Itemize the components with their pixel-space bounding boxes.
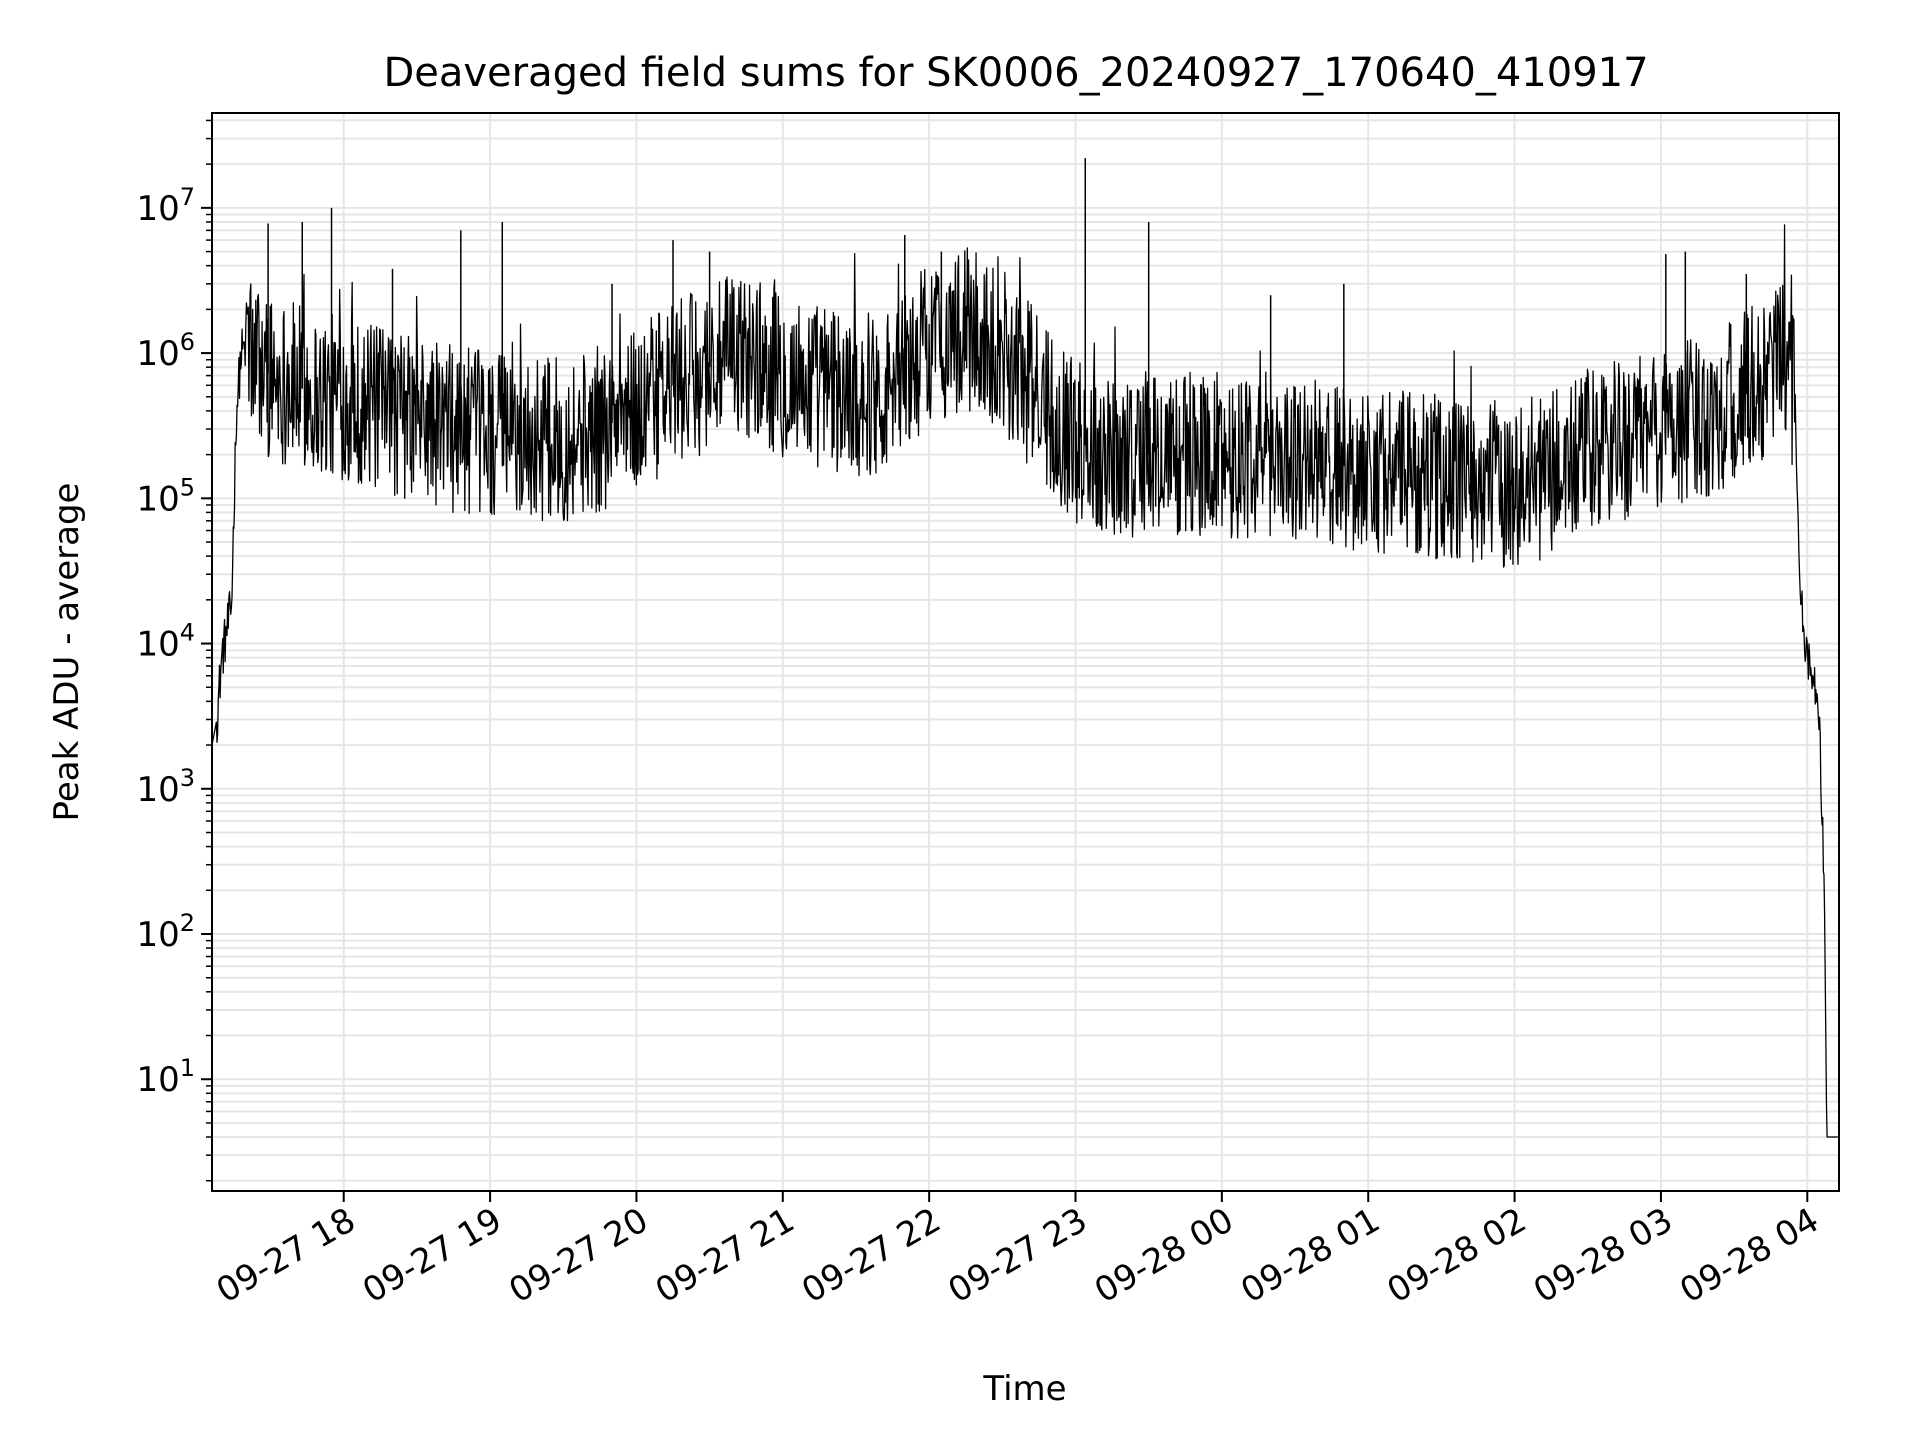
y-tick-label: 107 [136, 183, 195, 229]
chart-title: Deaveraged field sums for SK0006_2024092… [383, 50, 1648, 96]
y-tick-label: 103 [136, 764, 195, 810]
y-axis-title: Peak ADU - average [47, 483, 87, 822]
x-axis-title: Time [982, 1369, 1066, 1409]
y-tick-label: 106 [136, 328, 195, 374]
y-tick-label: 101 [136, 1054, 195, 1100]
y-tick-label: 104 [136, 619, 195, 665]
y-axis: 101 102 103 104 105 106 107 [136, 119, 212, 1182]
plot-area [211, 158, 1840, 1138]
grid [212, 113, 1839, 1191]
series-line [211, 224, 1840, 1138]
y-tick-label: 105 [136, 473, 195, 519]
plot-frame [211, 112, 1840, 1192]
y-tick-label: 102 [136, 909, 195, 955]
